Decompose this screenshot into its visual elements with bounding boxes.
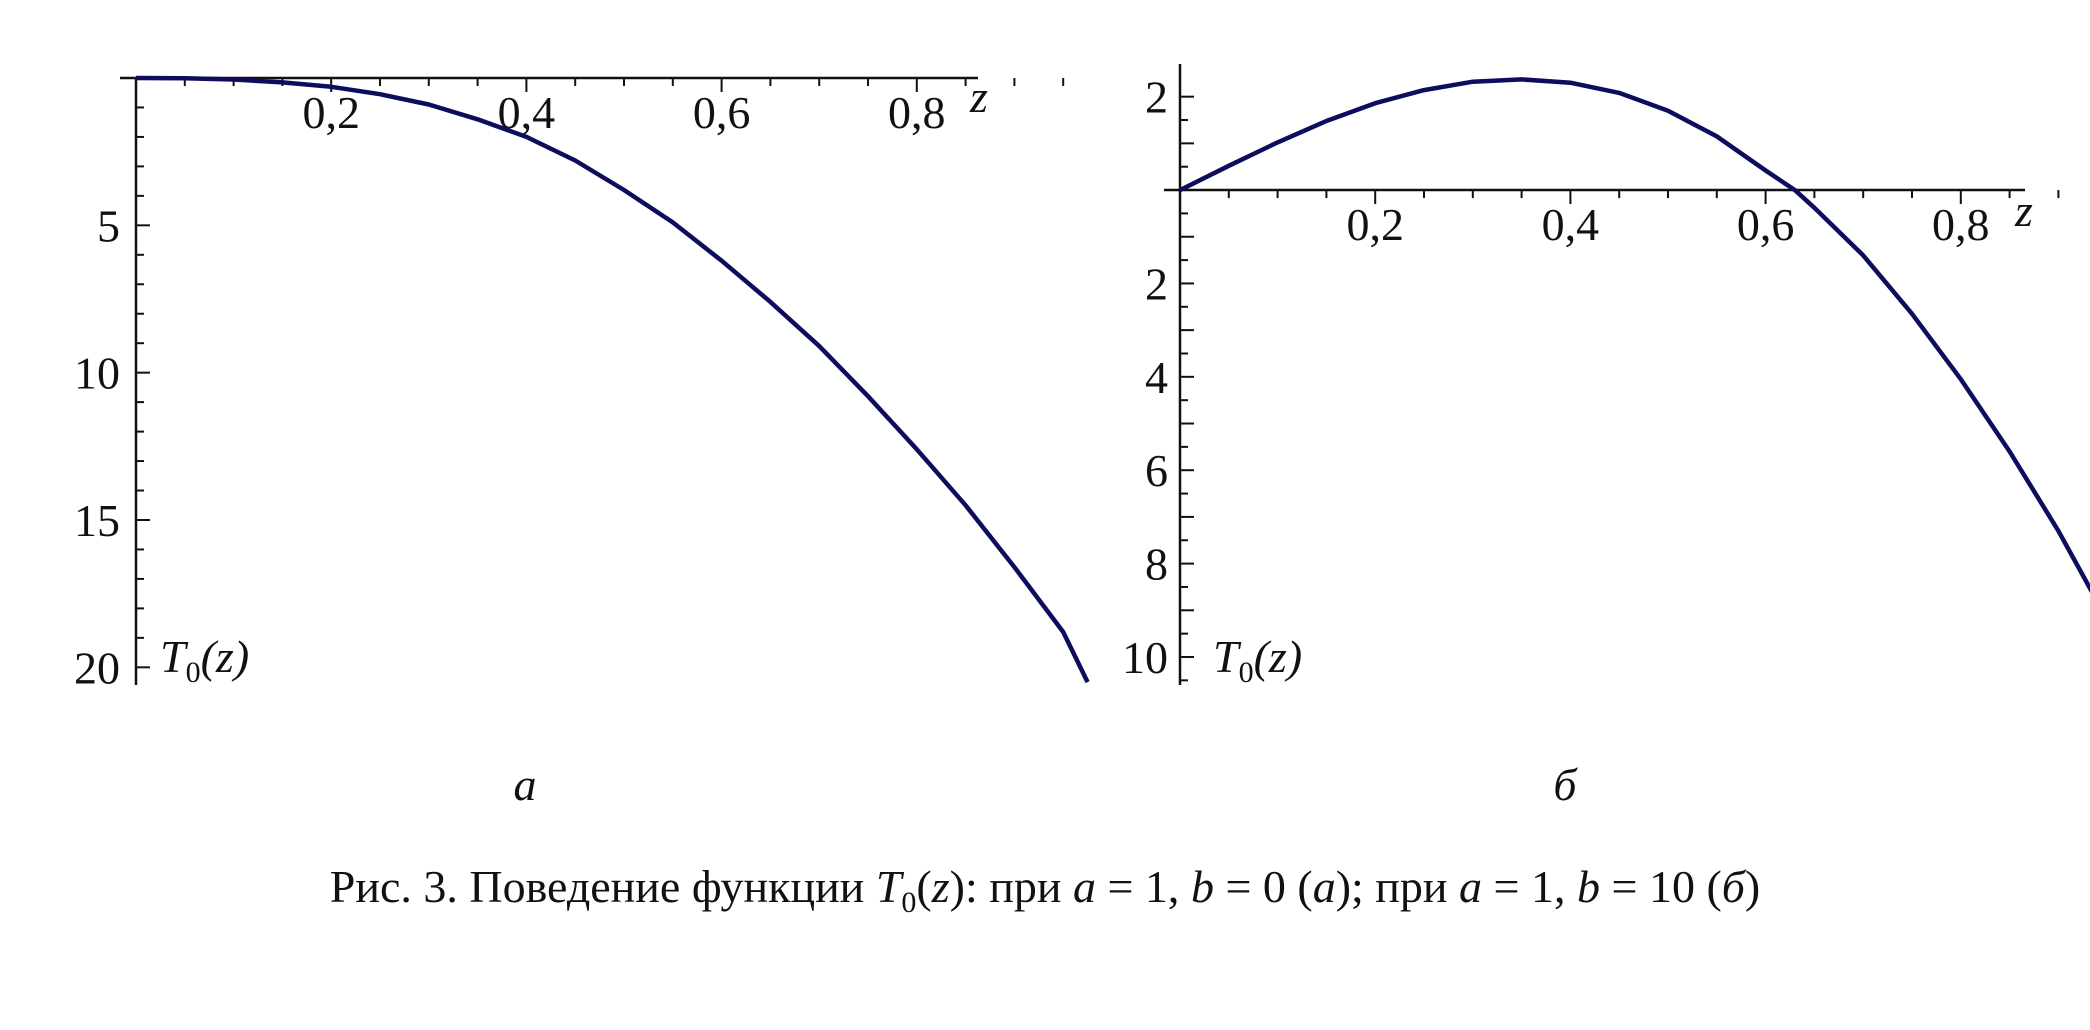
- y-tick-label: 2: [1145, 72, 1168, 123]
- caption-fragment: = 0 (: [1213, 861, 1313, 912]
- y-tick-label: 15: [74, 495, 120, 546]
- caption-fragment: a: [1072, 861, 1096, 912]
- x-axis-label: z: [969, 71, 988, 122]
- caption-fragment: (: [916, 861, 932, 912]
- caption-fragment: b: [1190, 861, 1214, 912]
- y-axis-label: T0(z): [160, 631, 249, 689]
- x-tick-label: 0,8: [888, 87, 946, 138]
- caption-fragment: 0: [901, 886, 917, 920]
- caption-fragment: ): [1744, 861, 1761, 912]
- y-tick-label: 4: [1145, 352, 1168, 403]
- y-tick-label: 6: [1145, 445, 1168, 496]
- panel-label: б: [1553, 759, 1578, 810]
- caption-fragment: = 1,: [1095, 861, 1191, 912]
- y-tick-label: 10: [1122, 632, 1168, 683]
- caption-fragment: Рис. 3. Поведение функции: [329, 861, 876, 912]
- caption-fragment: T: [875, 861, 902, 912]
- y-tick-label: 5: [97, 200, 120, 251]
- x-tick-label: 0,2: [302, 87, 360, 138]
- chart-panel-b: 0,2 0,4 0,6 0,8 z 2 2 4 6 8 10 T0(z) б: [1122, 64, 2090, 810]
- x-tick-label: 0,2: [1346, 199, 1404, 250]
- y-tick-label: 20: [74, 642, 120, 693]
- series-line: [135, 75, 1090, 684]
- caption-fragment: = 10 (: [1600, 861, 1722, 912]
- x-tick-label: 0,6: [1737, 199, 1795, 250]
- x-axis-label: z: [2014, 185, 2033, 236]
- caption-fragment: ); при: [1335, 861, 1460, 912]
- caption-fragment: б: [1721, 861, 1745, 912]
- y-tick-label: 8: [1145, 539, 1168, 590]
- caption-fragment: = 1,: [1482, 861, 1577, 912]
- caption-fragment: a: [1312, 861, 1336, 912]
- panel-label: а: [514, 759, 537, 810]
- x-tick-label: 0,8: [1932, 199, 1990, 250]
- caption-fragment: ): при: [949, 861, 1073, 912]
- x-tick-label: 0,6: [693, 87, 751, 138]
- caption-fragment: b: [1577, 861, 1600, 912]
- y-tick-label: 2: [1145, 258, 1168, 309]
- caption-fragment: z: [931, 861, 950, 912]
- figure-caption: Рис. 3. Поведение функции T0(z): при a =…: [0, 860, 2090, 920]
- y-axis-label: T0(z): [1213, 631, 1302, 689]
- y-tick-label: 10: [74, 348, 120, 399]
- series-line: [1178, 77, 2090, 594]
- x-tick-label: 0,4: [1542, 199, 1600, 250]
- caption-fragment: a: [1459, 861, 1483, 912]
